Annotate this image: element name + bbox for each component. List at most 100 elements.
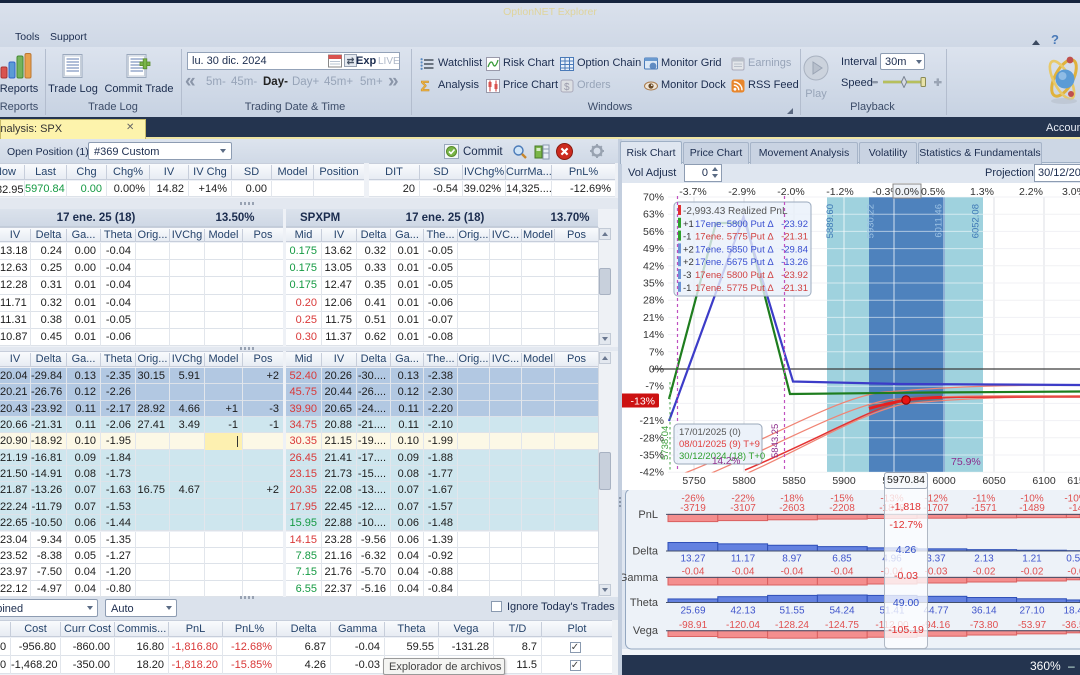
svg-text:-15%: -15% — [830, 494, 853, 505]
svg-text:-3.7%: -3.7% — [679, 186, 706, 198]
svg-text:6.85: 6.85 — [832, 554, 852, 565]
svg-text:-0.03: -0.03 — [925, 567, 948, 578]
svg-text:42%: 42% — [643, 260, 664, 272]
svg-text:-1.2%: -1.2% — [826, 186, 853, 198]
svg-text:0.5%: 0.5% — [921, 186, 945, 198]
svg-text:14.2%: 14.2% — [712, 456, 740, 467]
svg-text:+2: +2 — [683, 257, 694, 268]
svg-text:-36.50: -36.50 — [1062, 620, 1080, 631]
svg-text:7%: 7% — [649, 346, 664, 358]
svg-text:+1: +1 — [683, 219, 694, 230]
svg-text:-18%: -18% — [780, 494, 803, 505]
svg-text:-7%: -7% — [645, 381, 664, 393]
svg-text:-21%: -21% — [639, 415, 664, 427]
svg-text:49%: 49% — [643, 243, 664, 255]
svg-text:27.10: 27.10 — [1019, 606, 1044, 617]
svg-text:0%: 0% — [649, 364, 664, 376]
svg-text:5800: 5800 — [732, 475, 756, 487]
svg-text:5930.22: 5930.22 — [866, 204, 877, 238]
svg-text:-22%: -22% — [731, 494, 754, 505]
svg-text:-2208: -2208 — [829, 503, 855, 514]
svg-text:-23.92: -23.92 — [781, 219, 808, 230]
svg-text:17/01/2025 (0): 17/01/2025 (0) — [679, 427, 741, 438]
svg-text:-2,993.43 Realized PnL: -2,993.43 Realized PnL — [683, 206, 788, 217]
svg-text:-0.02: -0.02 — [1021, 567, 1044, 578]
svg-text:6050: 6050 — [982, 475, 1006, 487]
svg-text:-1: -1 — [683, 232, 691, 243]
svg-text:36.14: 36.14 — [971, 606, 996, 617]
svg-text:0.55: 0.55 — [1066, 554, 1080, 565]
svg-text:17ene. 5850 Put Δ: 17ene. 5850 Put Δ — [695, 244, 774, 255]
svg-text:17ene. 5675 Put Δ: 17ene. 5675 Put Δ — [695, 257, 774, 268]
svg-text:-120.04: -120.04 — [726, 620, 760, 631]
svg-text:17ene. 5775 Put Δ: 17ene. 5775 Put Δ — [695, 232, 774, 243]
svg-text:-42%: -42% — [639, 467, 664, 479]
svg-text:5900: 5900 — [832, 475, 856, 487]
svg-text:2.13: 2.13 — [974, 554, 994, 565]
svg-text:-11%: -11% — [973, 494, 996, 505]
svg-text:17ene. 5775 Put Δ: 17ene. 5775 Put Δ — [695, 283, 774, 294]
svg-text:6011.46: 6011.46 — [934, 204, 945, 238]
svg-text:Gamma: Gamma — [622, 572, 659, 584]
svg-text:-1489: -1489 — [1019, 503, 1045, 514]
svg-text:PnL: PnL — [638, 509, 658, 521]
svg-text:-2.0%: -2.0% — [777, 186, 804, 198]
svg-text:2.2%: 2.2% — [1019, 186, 1043, 198]
svg-text:5738.04: 5738.04 — [660, 426, 671, 460]
svg-text:-1707: -1707 — [923, 503, 949, 514]
svg-text:44.77: 44.77 — [923, 606, 948, 617]
svg-text:-14: -14 — [1069, 503, 1080, 514]
svg-text:70%: 70% — [643, 192, 664, 204]
svg-text:-73.80: -73.80 — [970, 620, 999, 631]
svg-text:Vega: Vega — [633, 625, 659, 637]
svg-text:0.0%: 0.0% — [895, 186, 919, 198]
svg-text:-13%: -13% — [630, 396, 655, 408]
svg-text:Σ: Σ — [421, 78, 430, 92]
svg-text:-3719: -3719 — [680, 503, 706, 514]
svg-text:-21.31: -21.31 — [781, 283, 808, 294]
svg-text:-0.04: -0.04 — [781, 567, 804, 578]
svg-text:21%: 21% — [643, 312, 664, 324]
svg-text:08/01/2025 (9) T+9: 08/01/2025 (9) T+9 — [679, 439, 760, 450]
svg-text:-0.0: -0.0 — [1067, 567, 1080, 578]
svg-text:-2.9%: -2.9% — [728, 186, 755, 198]
svg-text:1.3%: 1.3% — [970, 186, 994, 198]
svg-text:-0.04: -0.04 — [682, 567, 705, 578]
svg-text:63%: 63% — [643, 209, 664, 221]
svg-text:18.40: 18.40 — [1063, 606, 1080, 617]
svg-text:-21.31: -21.31 — [781, 232, 808, 243]
svg-text:-12%: -12% — [924, 494, 947, 505]
svg-text:-128.24: -128.24 — [775, 620, 809, 631]
svg-text:35%: 35% — [643, 278, 664, 290]
svg-text:11.17: 11.17 — [731, 554, 756, 565]
svg-text:-0.04: -0.04 — [831, 567, 854, 578]
svg-text:14%: 14% — [643, 329, 664, 341]
svg-text:-3107: -3107 — [730, 503, 756, 514]
svg-text:+2: +2 — [683, 244, 694, 255]
svg-text:-10%: -10% — [1064, 494, 1080, 505]
svg-text:-124.75: -124.75 — [825, 620, 859, 631]
svg-text:-26%: -26% — [681, 494, 704, 505]
svg-text:5889.60: 5889.60 — [825, 204, 836, 238]
svg-text:28%: 28% — [643, 295, 664, 307]
svg-text:-2603: -2603 — [779, 503, 805, 514]
svg-text:5850: 5850 — [782, 475, 806, 487]
svg-text:-94.16: -94.16 — [922, 620, 951, 631]
svg-text:1.21: 1.21 — [1022, 554, 1042, 565]
svg-text:-0.02: -0.02 — [973, 567, 996, 578]
svg-text:3.37: 3.37 — [926, 554, 946, 565]
svg-text:42.13: 42.13 — [730, 606, 755, 617]
svg-text:6052.08: 6052.08 — [971, 204, 982, 238]
svg-text:6100: 6100 — [1032, 475, 1056, 487]
svg-text:17ene. 5800 Put Δ: 17ene. 5800 Put Δ — [695, 270, 774, 281]
svg-text:-10%: -10% — [1020, 494, 1043, 505]
svg-text:-0.04: -0.04 — [732, 567, 755, 578]
svg-text:5843.25: 5843.25 — [770, 424, 781, 458]
svg-text:615: 615 — [1067, 475, 1080, 487]
svg-text:-1571: -1571 — [971, 503, 997, 514]
svg-text:17ene. 5800 Put Δ: 17ene. 5800 Put Δ — [695, 219, 774, 230]
svg-text:-3: -3 — [683, 270, 691, 281]
svg-text:-13.26: -13.26 — [781, 257, 808, 268]
svg-text:-29.84: -29.84 — [781, 244, 808, 255]
svg-text:54.24: 54.24 — [829, 606, 854, 617]
